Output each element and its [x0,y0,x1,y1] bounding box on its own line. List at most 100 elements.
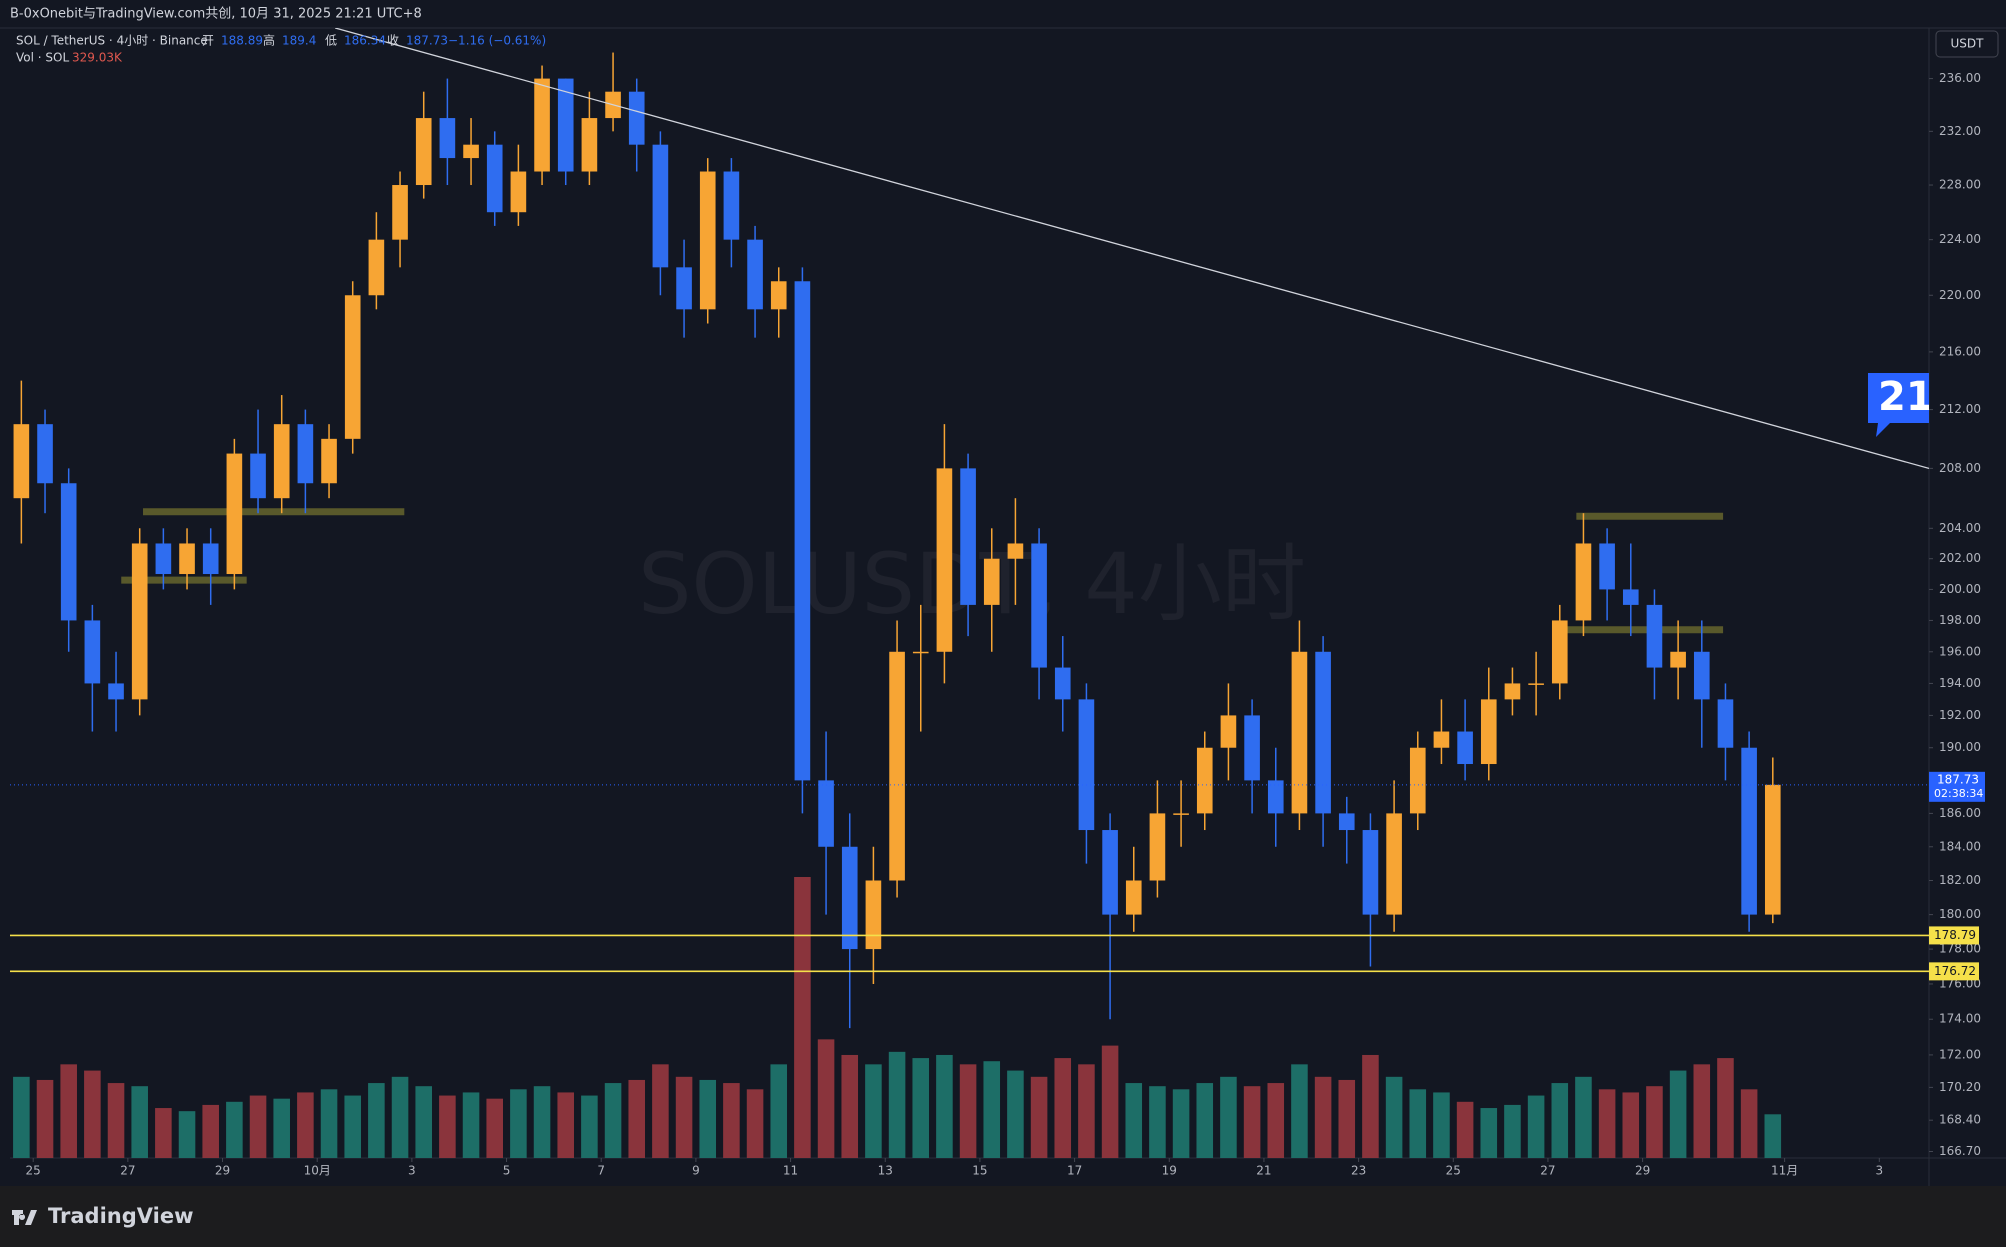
candle-body [415,118,432,186]
candle-body [1386,813,1402,915]
candle-body [747,239,763,310]
candle-body [1528,683,1544,685]
volume-bar [1054,1058,1072,1158]
candle-body [202,543,219,575]
volume-bar [1598,1089,1616,1158]
change: −1.16 (−0.61%) [448,34,546,48]
y-tick-label: 208.00 [1939,461,1981,475]
volume-bar [699,1079,717,1158]
volume-bar [604,1083,622,1158]
volume-bar [131,1086,148,1158]
x-tick-label: 25 [1446,1164,1461,1178]
volume-bar [249,1095,267,1158]
candle-body [581,118,598,172]
candle-body [770,281,787,310]
candle-body [131,543,148,700]
candle-body [155,543,172,575]
candle-body [557,78,574,172]
candle-body [1646,604,1663,668]
candle-body [1054,667,1071,700]
y-tick-label: 220.00 [1939,288,1981,302]
y-tick-label: 170.20 [1939,1080,1981,1094]
volume-bar [1575,1076,1592,1158]
volume-bar [344,1095,361,1158]
logo-text: TradingView [48,1204,193,1228]
y-tick-label: 196.00 [1939,644,1981,658]
candle-body [818,780,834,847]
volume-bar [60,1064,77,1158]
candle-body [1220,715,1237,748]
candle-body [1338,813,1355,831]
volume-bar [107,1083,125,1158]
candle-body [534,78,550,172]
candle-body [983,558,1000,605]
candle-body [1173,813,1189,815]
y-tick-label: 168.40 [1939,1113,1981,1127]
last-price-label: 187.73 [1937,772,1979,786]
candle-body [344,295,361,439]
y-tick-label: 192.00 [1939,708,1981,722]
candle-body [723,171,740,240]
volume-bar [1693,1064,1711,1158]
volume-bar [1646,1086,1663,1158]
y-tick-label: 186.00 [1939,806,1981,820]
candle-body [841,846,858,950]
candle-body [1622,589,1639,605]
close-label: 收 [387,34,399,48]
y-tick-label: 180.00 [1939,907,1981,921]
volume-bar [1243,1086,1261,1158]
volume-bar [1362,1054,1379,1158]
open-label: 开 [202,34,214,48]
volume-bar [723,1083,740,1158]
volume-bar [155,1108,172,1158]
candle-body [37,424,53,484]
currency-button[interactable] [1935,30,1999,58]
x-tick-label: 29 [215,1164,230,1178]
y-tick-label: 228.00 [1939,178,1981,192]
volume-bar [912,1058,930,1158]
trendline [335,28,1929,469]
candle-body [510,171,527,213]
candle-body [1741,747,1757,915]
volume-bar [1551,1083,1569,1158]
volume-bar [1740,1089,1758,1158]
candle-body [1693,651,1710,700]
candle-body [699,171,716,310]
attribution: B-0xOnebit与TradingView.com共创, 10月 31, 20… [10,7,422,22]
volume-bar [1433,1092,1450,1158]
volume-bar [415,1086,433,1158]
candle-body [652,144,669,268]
candle-body [1575,543,1592,621]
y-tick-label: 166.70 [1939,1144,1981,1158]
candle-body [1717,699,1734,748]
volume-bar [1456,1101,1474,1158]
volume-bar [462,1092,480,1158]
level-label: 176.72 [1934,964,1976,978]
candle-body [463,144,479,159]
volume-bar [1078,1064,1095,1158]
candle-body [628,91,645,145]
volume-bar [13,1076,30,1158]
currency[interactable]: USDT [1951,37,1985,51]
volume-bar [1291,1064,1308,1158]
candle-body [60,483,77,621]
volume-bar [510,1089,527,1158]
x-tick-label: 19 [1162,1164,1177,1178]
volume-bar [865,1064,882,1158]
volume-bar [1007,1070,1024,1158]
volume-bar [1409,1089,1427,1158]
volume-bar [202,1104,219,1158]
level-label-box [1929,962,1979,981]
open-value: 188.89 [221,34,263,48]
volume-bar [794,877,811,1158]
volume-bar [1030,1076,1048,1158]
candle-body [1670,651,1686,668]
volume-bar [888,1051,906,1158]
last-price-box [1929,771,1985,802]
candle-body [273,424,290,499]
candle-body [1764,784,1781,915]
volume-label: Vol · SOL [16,51,69,65]
countdown-label: 02:38:34 [1934,787,1983,800]
candle-body [1149,813,1166,881]
